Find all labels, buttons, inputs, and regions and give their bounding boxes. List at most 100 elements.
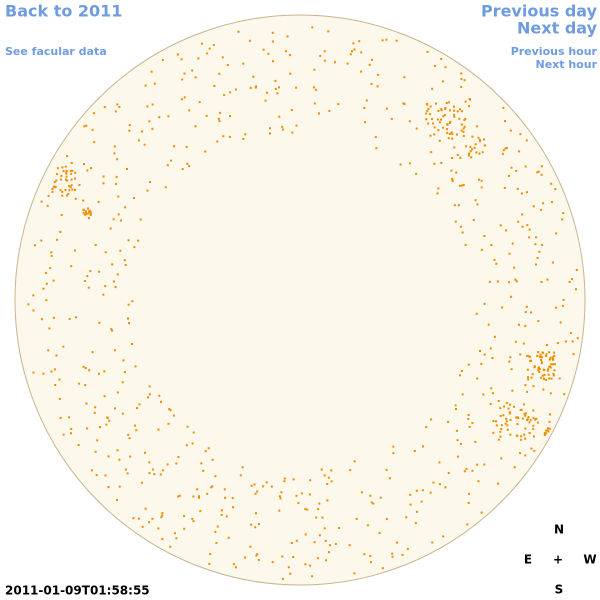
facular-point: [77, 444, 80, 446]
facular-point: [287, 566, 290, 569]
facular-point: [47, 349, 50, 352]
facular-point: [198, 495, 200, 498]
facular-point: [426, 103, 429, 106]
facular-point: [391, 552, 394, 555]
facular-point: [194, 125, 197, 128]
facular-point: [492, 420, 495, 422]
facular-point: [219, 111, 221, 114]
next-day-link[interactable]: Next day: [517, 19, 598, 38]
facular-point: [508, 412, 511, 415]
facular-point: [453, 105, 455, 108]
facular-point: [32, 309, 35, 312]
facular-point: [262, 485, 265, 488]
facular-point: [427, 107, 430, 110]
facular-point: [446, 128, 449, 131]
facular-point: [175, 462, 178, 465]
facular-point: [111, 263, 114, 266]
facular-point: [285, 50, 287, 53]
facular-point: [463, 79, 466, 82]
facular-point: [440, 118, 442, 121]
facular-point: [471, 148, 474, 151]
facular-point: [292, 478, 295, 481]
compass-s: S: [555, 583, 564, 597]
facular-point: [476, 463, 479, 466]
facular-point: [309, 564, 312, 567]
facular-point: [431, 541, 434, 544]
facular-point: [548, 420, 551, 423]
facular-point: [462, 135, 465, 137]
facular-point: [510, 295, 513, 298]
facular-link[interactable]: See facular data: [5, 45, 107, 58]
facular-point: [229, 91, 232, 94]
facular-point: [473, 146, 476, 149]
facular-point: [353, 572, 356, 575]
facular-point: [127, 433, 130, 436]
facular-point: [546, 278, 549, 281]
facular-point: [198, 496, 200, 499]
facular-point: [450, 131, 453, 134]
prev-day-link[interactable]: Previous day: [481, 2, 598, 21]
facular-point: [415, 510, 418, 513]
prev-hour-link[interactable]: Previous hour: [511, 45, 598, 58]
facular-point: [545, 429, 548, 432]
facular-point: [475, 125, 478, 128]
facular-point: [271, 561, 274, 564]
facular-point: [460, 370, 463, 372]
facular-point: [54, 384, 57, 386]
facular-point: [523, 403, 525, 406]
facular-point: [132, 517, 135, 520]
facular-point: [430, 418, 433, 421]
compass-center: +: [553, 553, 563, 567]
facular-point: [532, 428, 535, 430]
facular-point: [218, 120, 221, 123]
facular-point: [323, 59, 326, 62]
facular-point: [50, 370, 53, 373]
facular-point: [140, 481, 143, 484]
facular-point: [75, 316, 77, 319]
facular-point: [45, 271, 47, 274]
facular-point: [223, 94, 226, 97]
facular-point: [550, 377, 553, 380]
facular-point: [83, 213, 86, 216]
facular-point: [62, 345, 65, 348]
facular-point: [122, 359, 125, 362]
facular-point: [58, 378, 61, 381]
next-hour-link[interactable]: Next hour: [536, 58, 598, 71]
facular-point: [548, 427, 551, 430]
facular-point: [469, 150, 472, 153]
facular-point: [295, 494, 298, 497]
facular-point: [104, 251, 107, 254]
facular-point: [543, 373, 546, 376]
facular-point: [286, 35, 289, 38]
facular-point: [478, 152, 481, 155]
facular-point: [456, 439, 459, 442]
facular-point: [440, 109, 443, 112]
facular-point: [324, 539, 327, 542]
facular-points: [27, 26, 579, 580]
facular-point: [563, 393, 566, 396]
facular-point: [116, 103, 119, 106]
facular-point: [374, 136, 377, 139]
facular-point: [328, 109, 331, 112]
facular-point: [427, 122, 430, 125]
facular-point: [490, 244, 493, 246]
facular-point: [421, 489, 424, 492]
facular-point: [191, 517, 194, 520]
facular-point: [376, 85, 379, 88]
facular-point: [495, 262, 498, 265]
facular-point: [509, 356, 512, 359]
facular-point: [539, 353, 542, 356]
facular-point: [116, 449, 119, 452]
facular-point: [425, 426, 428, 429]
facular-point: [290, 542, 293, 544]
facular-point: [519, 353, 522, 356]
facular-point: [536, 171, 539, 174]
back-link[interactable]: Back to 2011: [5, 2, 122, 21]
facular-point: [257, 523, 260, 526]
facular-point: [48, 327, 51, 330]
facular-point: [148, 472, 151, 475]
facular-point: [547, 373, 550, 376]
facular-point: [50, 254, 53, 257]
facular-point: [137, 239, 140, 242]
facular-point: [385, 38, 388, 41]
